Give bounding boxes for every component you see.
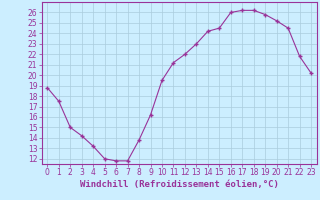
X-axis label: Windchill (Refroidissement éolien,°C): Windchill (Refroidissement éolien,°C): [80, 180, 279, 189]
